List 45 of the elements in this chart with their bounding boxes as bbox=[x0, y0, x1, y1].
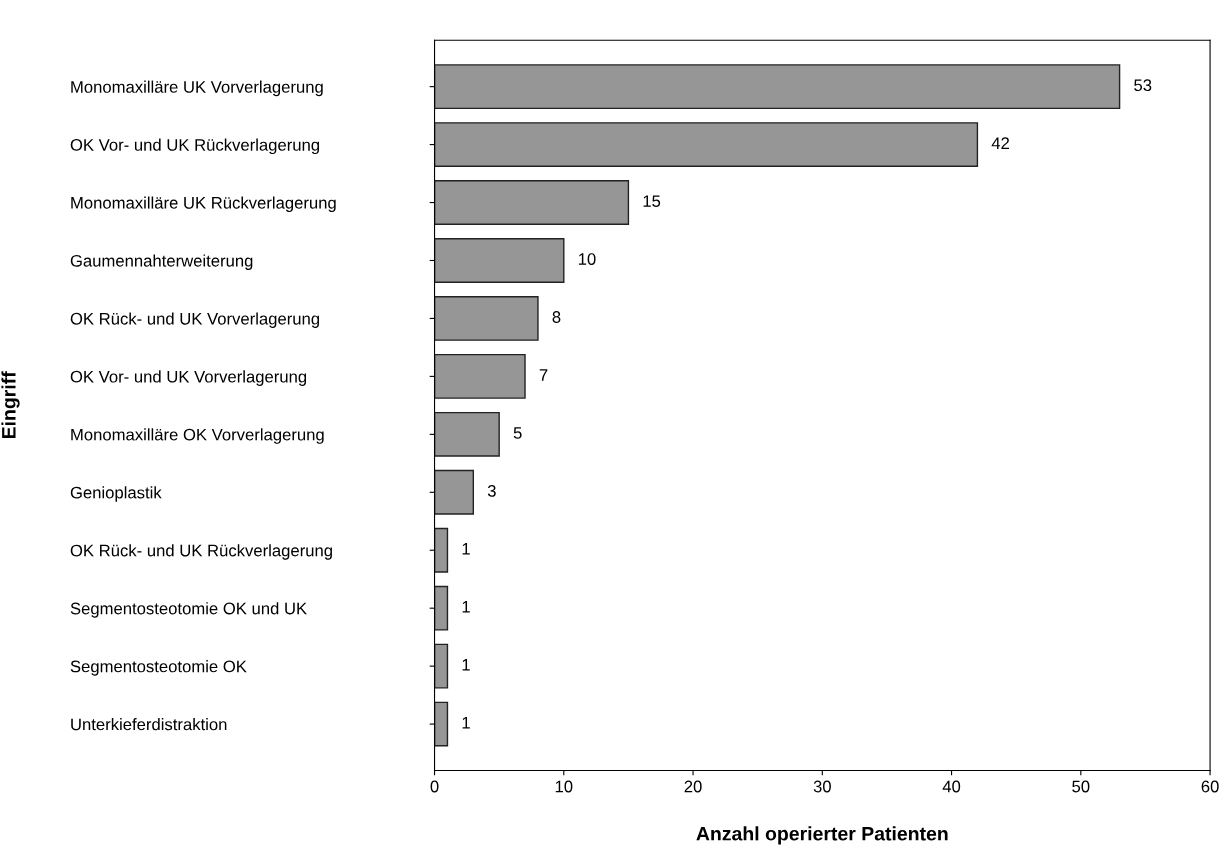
y-tick-label: Monomaxilläre UK Rückverlagerung bbox=[71, 196, 336, 213]
bar bbox=[434, 643, 449, 689]
data-label: 1 bbox=[462, 543, 470, 555]
y-tick-label: Monomaxilläre OK Vorverlagerung bbox=[71, 428, 324, 444]
bar bbox=[434, 585, 449, 631]
y-tick-label: OK Rück- und UK Vorverlagerung bbox=[70, 312, 320, 328]
x-tick-label: 40 bbox=[942, 780, 961, 793]
data-label: 15 bbox=[643, 195, 661, 208]
bar bbox=[434, 353, 526, 399]
y-tick-label: Segmentosteotomie OK bbox=[70, 660, 247, 676]
x-tick-label: 0 bbox=[430, 780, 439, 793]
bar bbox=[434, 64, 1121, 110]
x-axis-title: Anzahl operierter Patienten bbox=[696, 826, 948, 845]
bar bbox=[434, 238, 565, 283]
x-tick-label: 50 bbox=[1072, 780, 1090, 793]
bar bbox=[434, 122, 979, 168]
data-label: 1 bbox=[462, 716, 470, 729]
data-label: 3 bbox=[487, 484, 496, 497]
data-label: 1 bbox=[462, 658, 470, 671]
x-tick-label: 60 bbox=[1201, 780, 1219, 793]
y-tick-label: Unterkieferdistraktion bbox=[71, 718, 227, 731]
x-tick-label: 30 bbox=[813, 780, 831, 793]
data-label: 5 bbox=[513, 427, 522, 439]
y-tick-label: OK Vor- und UK Rückverlagerung bbox=[70, 138, 320, 155]
bar bbox=[434, 411, 500, 457]
bar bbox=[434, 701, 449, 747]
bar bbox=[434, 527, 449, 573]
y-tick-label: OK Rück- und UK Rückverlagerung bbox=[70, 544, 332, 560]
bar bbox=[434, 469, 475, 515]
y-tick-label: Gaumennahterweiterung bbox=[70, 254, 253, 270]
y-tick-label: Monomaxilläre UK Vorverlagerung bbox=[71, 80, 323, 97]
y-tick-label: Segmentosteotomie OK und UK bbox=[70, 602, 307, 618]
bar bbox=[434, 296, 539, 341]
bar bbox=[434, 180, 630, 225]
y-tick-label: Genioplastik bbox=[70, 486, 162, 502]
data-label: 8 bbox=[552, 311, 561, 323]
data-label: 42 bbox=[991, 137, 1009, 149]
x-tick-label: 20 bbox=[684, 780, 702, 793]
data-label: 1 bbox=[462, 601, 470, 613]
data-label: 7 bbox=[539, 369, 548, 381]
x-tick-label: 10 bbox=[555, 780, 573, 793]
y-tick-label: OK Vor- und UK Vorverlagerung bbox=[70, 370, 307, 386]
y-axis-title: Eingriff bbox=[1, 371, 20, 439]
data-label: 10 bbox=[578, 253, 596, 265]
data-label: 53 bbox=[1134, 79, 1152, 92]
